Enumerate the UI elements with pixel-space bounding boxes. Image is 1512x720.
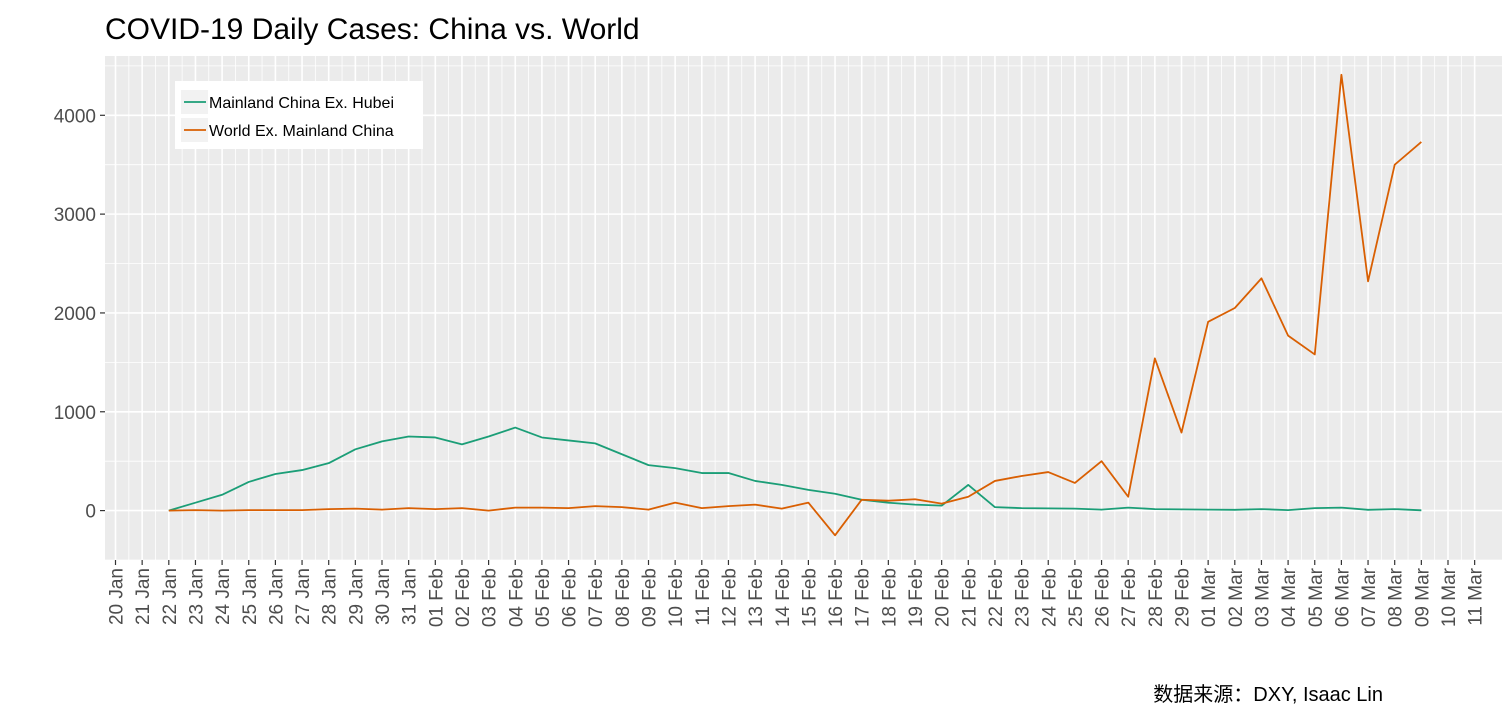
x-tick-label: 29 Feb <box>1173 568 1194 627</box>
x-tick-label: 06 Mar <box>1332 567 1353 627</box>
x-tick-label: 10 Mar <box>1439 567 1460 627</box>
x-tick-label: 22 Jan <box>160 568 181 625</box>
y-tick-label: 4000 <box>54 106 96 127</box>
x-tick-label: 07 Feb <box>586 568 607 627</box>
x-axis: 20 Jan 21 Jan 22 Jan 23 Jan 24 Jan 25 Jan 26 J… <box>107 560 1487 627</box>
x-tick-label: 01 Feb <box>426 568 447 627</box>
series-layer <box>168 73 1422 537</box>
x-tick-label: 13 Feb <box>746 568 767 627</box>
legend-label: World Ex. Mainland China <box>209 123 394 140</box>
x-tick-label: 02 Mar <box>1226 567 1247 627</box>
series-line-1 <box>168 73 1422 537</box>
x-tick-label: 03 Feb <box>480 568 501 627</box>
x-tick-label: 04 Mar <box>1279 567 1300 627</box>
x-tick-label: 06 Feb <box>560 568 581 627</box>
x-tick-label: 25 Feb <box>1066 568 1087 627</box>
x-tick-label: 23 Jan <box>186 568 207 625</box>
x-tick-label: 05 Feb <box>533 568 554 627</box>
x-tick-label: 10 Feb <box>666 568 687 627</box>
x-tick-label: 16 Feb <box>826 568 847 627</box>
x-tick-label: 27 Jan <box>293 568 314 625</box>
x-tick-label: 29 Jan <box>346 568 367 625</box>
legend-label: Mainland China Ex. Hubei <box>209 95 394 112</box>
x-tick-label: 08 Mar <box>1386 567 1407 627</box>
legend-box <box>175 81 423 149</box>
x-tick-label: 14 Feb <box>773 568 794 627</box>
x-tick-label: 31 Jan <box>400 568 421 625</box>
x-tick-label: 05 Mar <box>1306 567 1327 627</box>
series-line-0 <box>168 426 1422 512</box>
x-tick-label: 08 Feb <box>613 568 634 627</box>
x-tick-label: 28 Feb <box>1146 568 1167 627</box>
x-tick-label: 19 Feb <box>906 568 927 627</box>
x-tick-label: 17 Feb <box>853 568 874 627</box>
x-tick-label: 30 Jan <box>373 568 394 625</box>
x-tick-label: 12 Feb <box>719 568 740 627</box>
x-tick-label: 21 Jan <box>133 568 154 625</box>
x-tick-label: 09 Feb <box>640 568 661 627</box>
x-tick-label: 23 Feb <box>1013 568 1034 627</box>
x-tick-label: 01 Mar <box>1199 567 1220 627</box>
x-tick-label: 25 Jan <box>240 568 261 625</box>
y-tick-label: 3000 <box>54 205 96 226</box>
x-tick-label: 03 Mar <box>1252 567 1273 627</box>
y-tick-label: 2000 <box>54 304 96 325</box>
x-tick-label: 18 Feb <box>879 568 900 627</box>
x-tick-label: 26 Jan <box>266 568 287 625</box>
y-tick-label: 0 <box>85 502 96 523</box>
x-tick-label: 26 Feb <box>1093 568 1114 627</box>
legend: Mainland China Ex. Hubei World Ex. Mainla… <box>175 81 423 149</box>
chart-title: COVID-19 Daily Cases: China vs. World <box>105 13 640 46</box>
x-tick-label: 24 Feb <box>1039 568 1060 627</box>
x-tick-label: 22 Feb <box>986 568 1007 627</box>
x-tick-label: 11 Feb <box>693 568 714 626</box>
x-tick-label: 15 Feb <box>799 568 820 627</box>
y-tick-label: 1000 <box>54 403 96 424</box>
x-tick-label: 20 Feb <box>933 568 954 627</box>
x-tick-label: 09 Mar <box>1412 567 1433 627</box>
x-tick-label: 21 Feb <box>959 568 980 627</box>
x-tick-label: 24 Jan <box>213 568 234 625</box>
chart-caption: 数据来源：DXY, Isaac Lin <box>1153 683 1383 706</box>
y-axis: 0 1000 2000 3000 4000 <box>54 106 105 523</box>
x-tick-label: 20 Jan <box>107 568 128 625</box>
x-tick-label: 04 Feb <box>506 568 527 627</box>
x-tick-label: 11 Mar <box>1466 567 1487 625</box>
x-tick-label: 28 Jan <box>320 568 341 625</box>
x-tick-label: 02 Feb <box>453 568 474 627</box>
x-tick-label: 27 Feb <box>1119 568 1140 627</box>
x-tick-label: 07 Mar <box>1359 567 1380 627</box>
